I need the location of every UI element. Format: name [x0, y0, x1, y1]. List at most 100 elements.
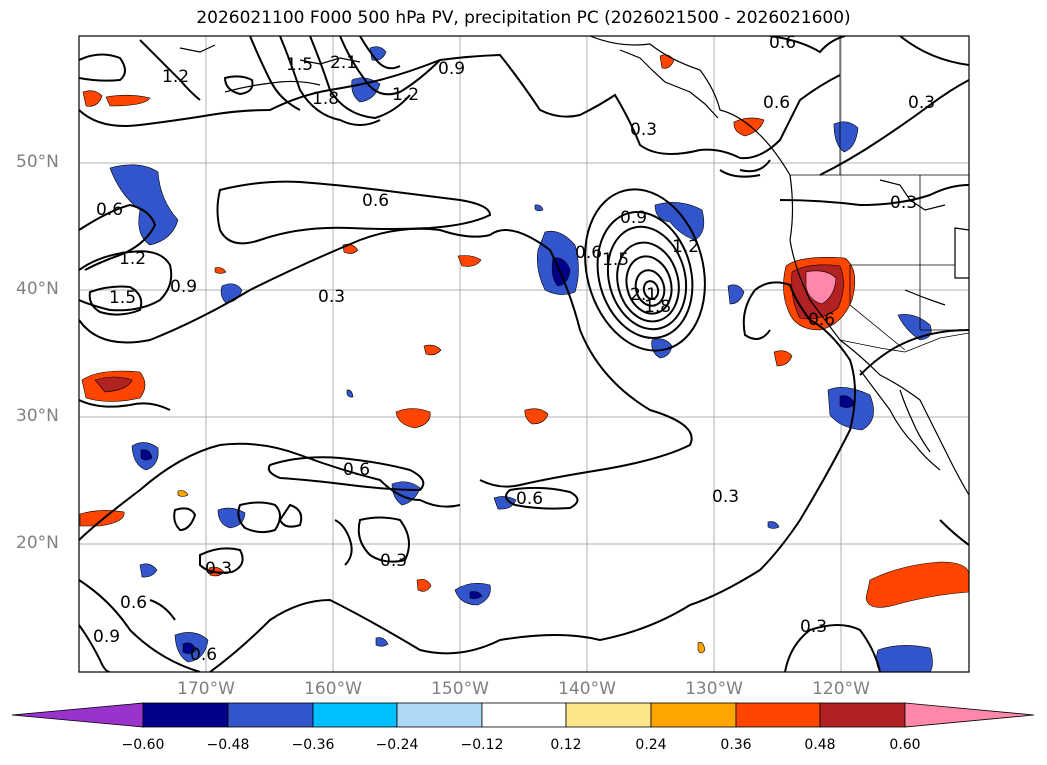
colorbar-tick-label: −0.24 — [375, 737, 419, 753]
contour-label: 0.3 — [800, 617, 827, 637]
contour-label: 0.6 — [575, 243, 602, 263]
lon-label-170w: 170°W — [177, 679, 235, 699]
colorbar-bin — [565, 702, 652, 728]
precip-blob — [767, 521, 780, 529]
contour-label: 1.2 — [392, 85, 419, 105]
colorbar-bin — [735, 702, 821, 728]
precip-blob — [395, 408, 431, 429]
contour-label: 0.6 — [343, 460, 370, 480]
contour-label: 0.6 — [769, 33, 796, 53]
precip-blob — [457, 255, 482, 267]
precip-blob — [416, 578, 432, 592]
lon-label-130w: 130°W — [685, 679, 743, 699]
colorbar-bin — [227, 702, 314, 728]
plot-area — [79, 36, 969, 672]
precip-blob — [79, 510, 125, 527]
colorbar-extend-low — [11, 702, 144, 728]
precip-blob — [865, 561, 969, 608]
precip-blob — [469, 591, 483, 599]
lat-label-30n: 30°N — [16, 406, 59, 426]
map-title: 2026021100 F000 500 hPa PV, precipitatio… — [196, 8, 851, 28]
precip-blob — [214, 267, 227, 274]
pv-contours — [79, 36, 969, 672]
contour-label: 0.6 — [96, 200, 123, 220]
colorbar-bin — [312, 702, 398, 728]
contour-label: 1.2 — [672, 237, 699, 257]
contour-label: 1.2 — [162, 67, 189, 87]
contour-label: 0.9 — [170, 277, 197, 297]
borders — [790, 36, 969, 353]
colorbar-tick-label: −0.12 — [460, 737, 504, 753]
contour-label: 2.1 — [630, 285, 657, 305]
contour-label: 0.3 — [908, 93, 935, 113]
lat-label-40n: 40°N — [16, 279, 59, 299]
colorbar-tick-label: −0.60 — [121, 737, 165, 753]
contour-label: 1.8 — [312, 89, 339, 109]
colorbar — [11, 702, 1035, 728]
precip-blob — [827, 387, 874, 431]
colorbar-tick-label: 0.24 — [635, 737, 667, 753]
precip-blob — [773, 350, 793, 367]
contour-label: 0.6 — [808, 310, 835, 330]
precip-blob — [94, 376, 133, 393]
lon-label-120w: 120°W — [812, 679, 870, 699]
lon-label-140w: 140°W — [558, 679, 616, 699]
contour-label: 0.3 — [380, 551, 407, 571]
precip-blob — [375, 637, 389, 647]
precip-positive-areas — [79, 54, 969, 654]
contour-label: 2.1 — [330, 53, 357, 73]
precip-blob — [876, 645, 933, 672]
precip-blob — [534, 204, 544, 212]
colorbar-extend-high — [904, 702, 1035, 728]
contour-label: 0.9 — [438, 59, 465, 79]
lat-label-20n: 20°N — [16, 533, 59, 553]
precip-blob — [105, 94, 151, 107]
precip-blob — [182, 642, 197, 654]
colorbar-tick-label: −0.48 — [206, 737, 250, 753]
precip-blob — [346, 389, 354, 398]
lon-label-160w: 160°W — [304, 679, 362, 699]
colorbar-tick-label: 0.12 — [550, 737, 582, 753]
precip-blob — [733, 117, 765, 137]
contour-label: 1.5 — [109, 288, 136, 308]
lon-label-150w: 150°W — [431, 679, 489, 699]
precip-blob — [82, 90, 103, 107]
contour-label: 1.8 — [644, 297, 671, 317]
precip-blob — [423, 344, 442, 356]
precip-blob — [805, 270, 837, 305]
contour-label: 1.2 — [119, 249, 146, 269]
precip-blob — [140, 449, 153, 461]
contour-label: 0.6 — [763, 93, 790, 113]
precip-blob — [177, 490, 189, 497]
precip-blob — [524, 408, 549, 425]
contour-label: 0.3 — [630, 120, 657, 140]
colorbar-tick-label: 0.60 — [889, 737, 921, 753]
precip-blob — [697, 642, 706, 654]
pv-core-contours — [584, 188, 706, 352]
contour-label: 0.6 — [516, 489, 543, 509]
plot-frame — [78, 35, 970, 673]
precip-blob — [139, 563, 158, 578]
contour-label: 0.6 — [120, 593, 147, 613]
colorbar-bin — [396, 702, 483, 728]
contour-label: 0.3 — [890, 193, 917, 213]
contour-labels: 0.6 0.3 1.2 1.5 0.9 0.6 0.6 0.6 0.3 0.3 … — [93, 33, 935, 665]
contour-label: 0.9 — [93, 627, 120, 647]
lat-label-50n: 50°N — [16, 152, 59, 172]
colorbar-bin — [819, 702, 906, 728]
precip-blob — [493, 496, 517, 510]
coastlines — [179, 36, 969, 496]
colorbar-tick-label: 0.36 — [720, 737, 752, 753]
precip-blob — [727, 284, 745, 305]
contour-label: 0.3 — [205, 559, 232, 579]
colorbar-bin — [650, 702, 737, 728]
colorbar-bin — [481, 702, 567, 728]
colorbar-bin — [142, 702, 229, 728]
contour-label: 0.6 — [362, 191, 389, 211]
colorbar-tick-label: 0.48 — [804, 737, 836, 753]
contour-label: 0.3 — [318, 287, 345, 307]
contour-label: 1.5 — [602, 250, 629, 270]
contour-label: 0.6 — [190, 645, 217, 665]
contour-label: 0.9 — [620, 208, 647, 228]
